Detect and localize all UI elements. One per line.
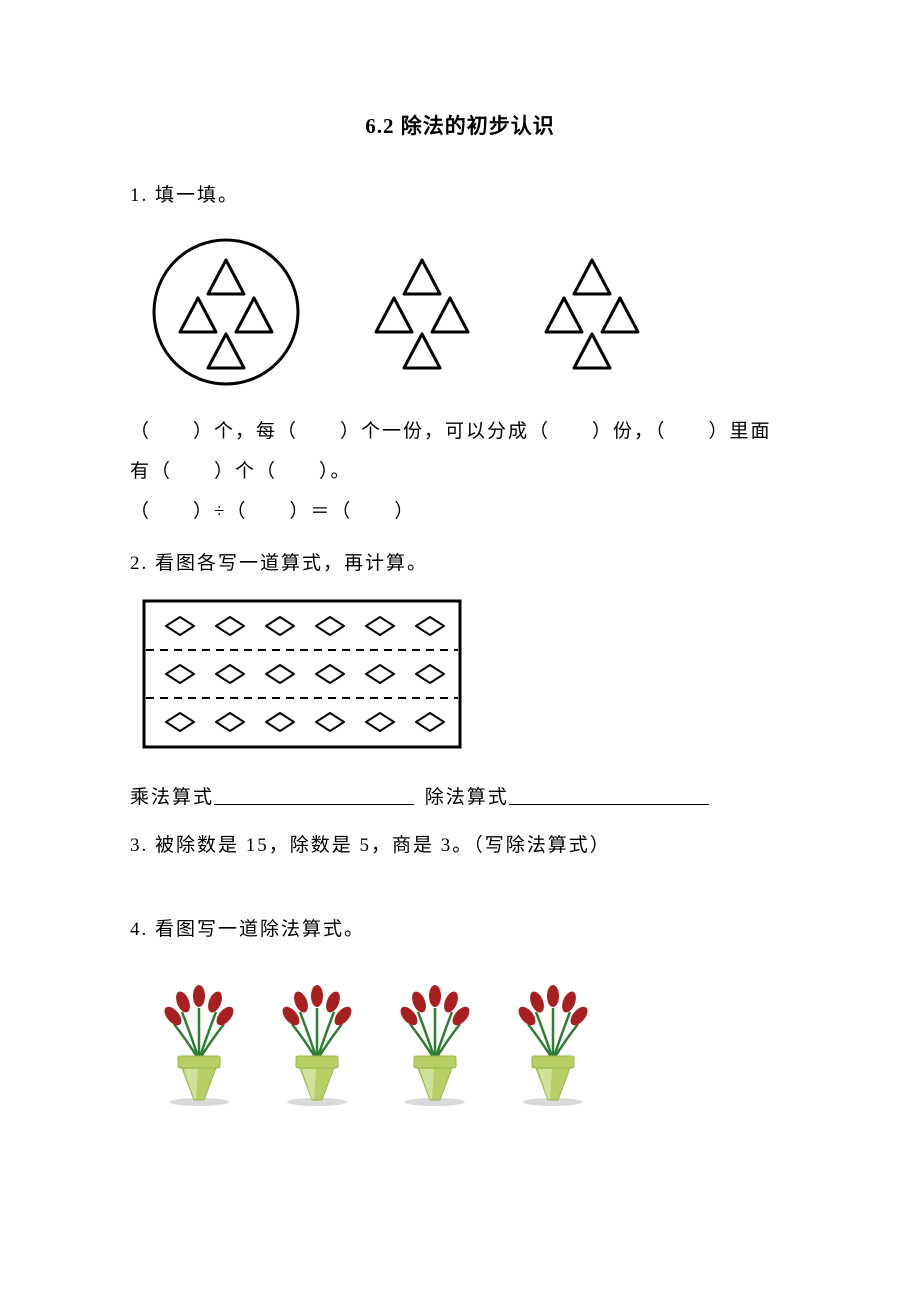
q4-number: 4.: [130, 919, 148, 940]
q4-prompt: 看图写一道除法算式。: [155, 919, 365, 940]
q2-line-prompt: 2. 看图各写一道算式，再计算。: [130, 544, 790, 584]
q2-prompt: 看图各写一道算式，再计算。: [155, 553, 428, 574]
q2-mul-blank: [214, 786, 414, 805]
flower-pot-icon: [390, 968, 480, 1108]
q1-prompt: 填一填。: [155, 185, 239, 206]
q3-answer-space: [130, 866, 790, 910]
q2-figure: [142, 599, 790, 754]
q2-mul-label: 乘法算式: [130, 787, 214, 808]
q3-number: 3.: [130, 835, 148, 856]
q4-line-prompt: 4. 看图写一道除法算式。: [130, 910, 790, 950]
q4-figure: [154, 968, 790, 1108]
page-title: 6.2 除法的初步认识: [130, 110, 790, 140]
q2-number: 2.: [130, 553, 148, 574]
flower-pot-icon: [154, 968, 244, 1108]
q1-figure: [142, 228, 790, 388]
flower-pot-icon: [508, 968, 598, 1108]
q2-answers: 乘法算式 除法算式: [130, 778, 790, 818]
q3-text: 被除数是 15，除数是 5，商是 3。（写除法算式）: [155, 835, 611, 856]
q1-line-prompt: 1. 填一填。: [130, 176, 790, 216]
q1-number: 1.: [130, 185, 148, 206]
q2-div-label: 除法算式: [425, 787, 509, 808]
q1-line-a: （ ）个，每（ ）个一份，可以分成（ ）份，（ ）里面: [130, 412, 790, 452]
q3-line: 3. 被除数是 15，除数是 5，商是 3。（写除法算式）: [130, 826, 790, 866]
q1-line-b: 有（ ）个（ ）。: [130, 452, 790, 492]
q1-line-c: （ ）÷（ ）＝（ ）: [130, 492, 790, 532]
flower-pot-icon: [272, 968, 362, 1108]
q2-div-blank: [509, 786, 709, 805]
